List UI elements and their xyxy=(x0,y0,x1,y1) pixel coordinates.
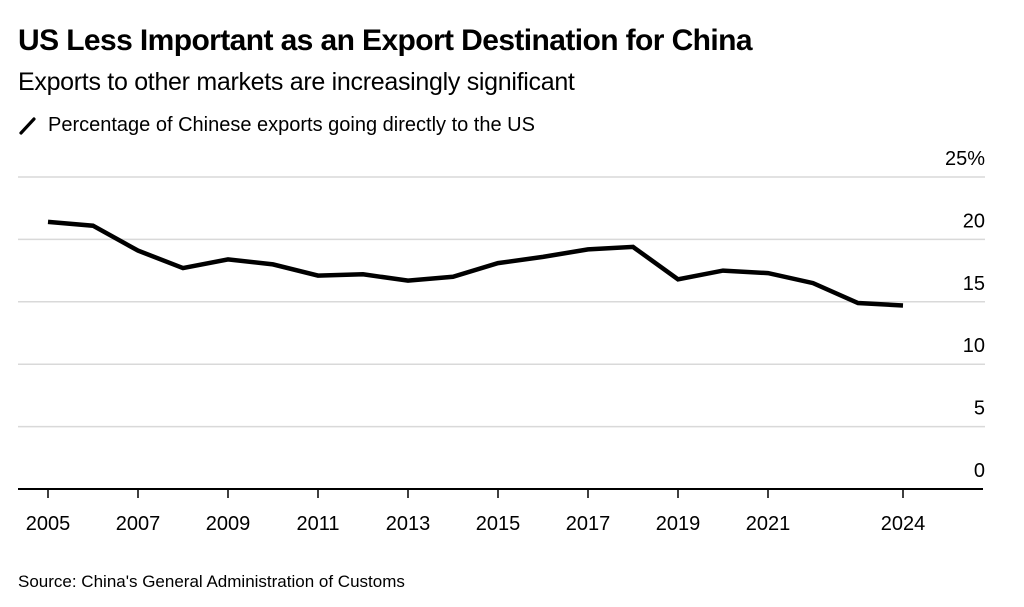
x-tick-label: 2005 xyxy=(26,513,71,535)
y-tick-label: 25% xyxy=(945,148,985,170)
chart-subtitle: Exports to other markets are increasingl… xyxy=(18,68,575,96)
legend-label: Percentage of Chinese exports going dire… xyxy=(48,114,535,136)
x-tick-label: 2024 xyxy=(881,513,926,535)
x-tick-label: 2007 xyxy=(116,513,161,535)
source-note: Source: China's General Administration o… xyxy=(18,572,405,591)
line-swatch-icon xyxy=(19,116,36,135)
y-tick-label: 5 xyxy=(974,398,985,420)
x-tick-label: 2013 xyxy=(386,513,431,535)
y-tick-label: 20 xyxy=(963,210,985,232)
x-tick-label: 2021 xyxy=(746,513,791,535)
y-tick-label: 15 xyxy=(963,273,985,295)
y-tick-label: 10 xyxy=(963,335,985,357)
x-tick-label: 2019 xyxy=(656,513,701,535)
y-axis-labels: 0 5 10 15 20 25% xyxy=(945,148,985,482)
x-tick-label: 2011 xyxy=(296,513,339,535)
x-tick-label: 2017 xyxy=(566,513,611,535)
chart-title: US Less Important as an Export Destinati… xyxy=(18,24,753,57)
x-tick-label: 2015 xyxy=(476,513,521,535)
gridlines xyxy=(18,176,985,428)
legend: Percentage of Chinese exports going dire… xyxy=(18,114,535,137)
x-tick-label: 2009 xyxy=(206,513,251,535)
series-group xyxy=(47,219,904,308)
series-line xyxy=(47,219,904,308)
y-tick-label: 0 xyxy=(974,460,985,482)
x-axis: 2005 2007 2009 2011 2013 2015 2017 2019 2021 2024 xyxy=(18,488,983,535)
